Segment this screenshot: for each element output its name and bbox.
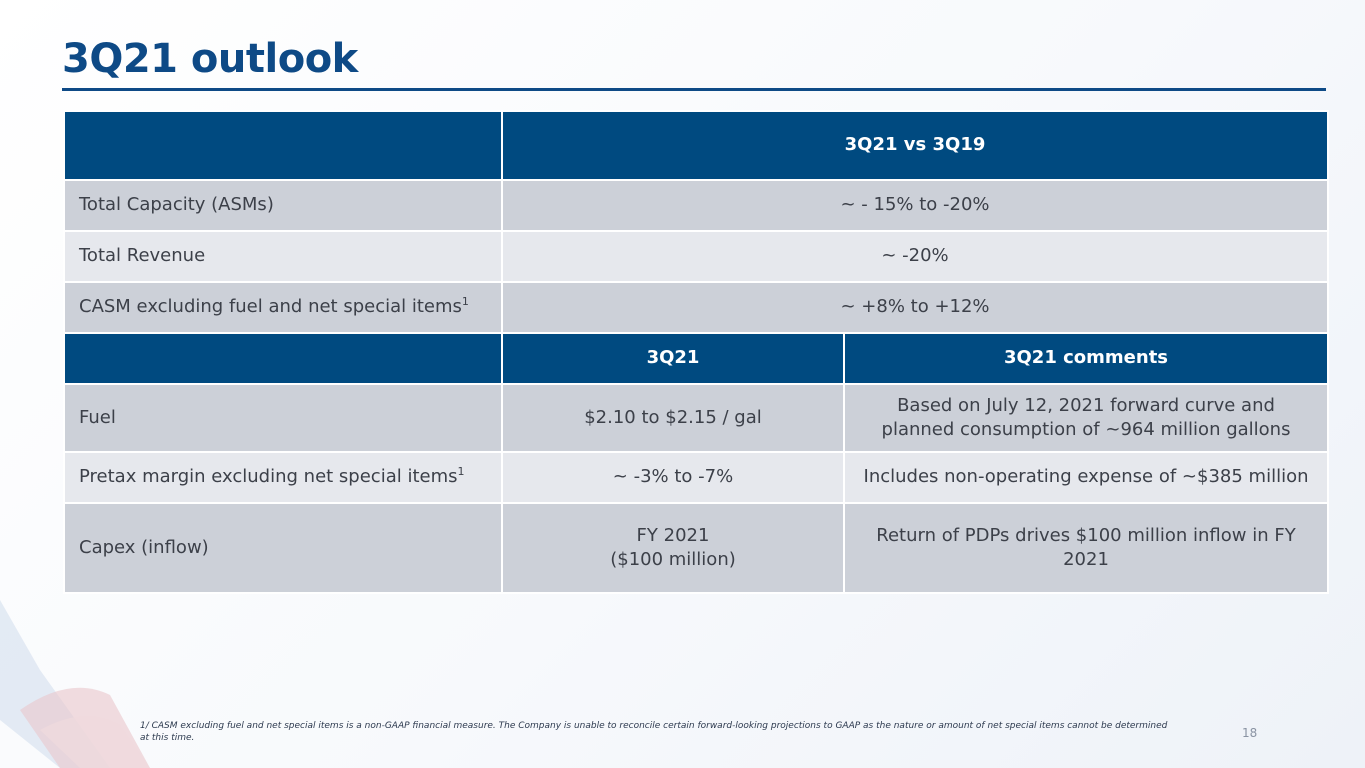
page-title: 3Q21 outlook — [62, 36, 358, 82]
header-empty-cell — [63, 110, 503, 181]
table-row: Capex (inflow) FY 2021 ($100 million) Ret… — [63, 502, 1330, 594]
row-comment: Based on July 12, 2021 forward curve and… — [842, 383, 1330, 453]
row-value: ~ -3% to -7% — [501, 451, 845, 504]
page-number: 18 — [1242, 726, 1258, 740]
table-subheader-row: 3Q21 3Q21 comments — [63, 332, 1330, 385]
row-value: ~ -20% — [500, 230, 1330, 283]
row-value: $2.10 to $2.15 / gal — [501, 383, 845, 453]
row-value: ~ +8% to +12% — [500, 281, 1330, 334]
subheader-comments: 3Q21 comments — [842, 332, 1330, 385]
row-label: Total Revenue — [63, 230, 503, 283]
row-value-line2: ($100 million) — [610, 549, 736, 570]
row-label: Capex (inflow) — [63, 502, 503, 594]
row-comment: Includes non-operating expense of ~$385 … — [842, 451, 1330, 504]
subheader-empty-cell — [63, 332, 503, 385]
table-row: Total Capacity (ASMs) ~ - 15% to -20% — [63, 179, 1330, 232]
row-comment: Return of PDPs drives $100 million inflo… — [842, 502, 1330, 594]
row-value-line1: FY 2021 — [636, 524, 710, 546]
flight-symbol-graphic — [0, 600, 150, 768]
row-label-cell: Pretax margin excluding net special item… — [63, 451, 503, 504]
row-label-cell: CASM excluding fuel and net special item… — [63, 281, 503, 334]
footnote-marker: 1 — [457, 465, 465, 479]
row-value: ~ - 15% to -20% — [500, 179, 1330, 232]
table-header-row: 3Q21 vs 3Q19 — [63, 110, 1330, 181]
title-divider — [62, 88, 1326, 91]
row-label: Fuel — [63, 383, 503, 453]
header-3q21-vs-3q19: 3Q21 vs 3Q19 — [500, 110, 1330, 181]
outlook-table: 3Q21 vs 3Q19 Total Capacity (ASMs) ~ - 1… — [63, 110, 1330, 594]
table-row: CASM excluding fuel and net special item… — [63, 281, 1330, 334]
subheader-3q21: 3Q21 — [501, 332, 845, 385]
row-label: Pretax margin excluding net special item… — [79, 466, 458, 488]
row-label: CASM excluding fuel and net special item… — [79, 296, 462, 318]
row-value-cell: FY 2021 ($100 million) — [501, 502, 845, 594]
footnote: 1/ CASM excluding fuel and net special i… — [140, 721, 1168, 744]
table-row: Fuel $2.10 to $2.15 / gal Based on July … — [63, 383, 1330, 453]
footnote-marker: 1 — [461, 295, 469, 309]
row-label: Total Capacity (ASMs) — [63, 179, 503, 232]
table-row: Pretax margin excluding net special item… — [63, 451, 1330, 504]
table-row: Total Revenue ~ -20% — [63, 230, 1330, 283]
